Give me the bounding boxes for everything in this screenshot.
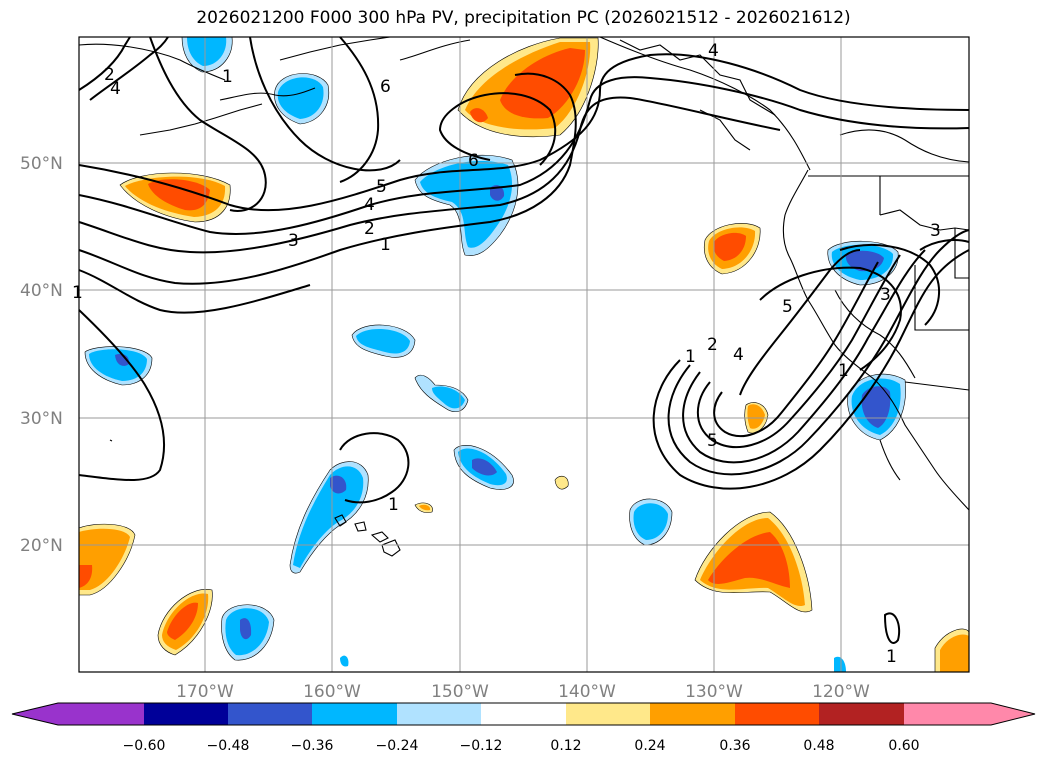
map-background bbox=[79, 37, 969, 672]
colorbar-tick-label: −0.48 bbox=[207, 738, 250, 754]
colorbar-cell bbox=[397, 703, 481, 725]
lon-label: 170°W bbox=[176, 682, 234, 702]
contour-label: 2 bbox=[707, 335, 718, 355]
map-frame bbox=[78, 36, 970, 673]
contour-label: 1 bbox=[388, 495, 399, 515]
lat-label: 40°N bbox=[20, 281, 63, 301]
contour-label: 2 bbox=[364, 219, 375, 239]
colorbar-cell bbox=[144, 703, 228, 725]
contour-label: 5 bbox=[707, 431, 718, 451]
contour-label: 4 bbox=[708, 41, 719, 61]
contour-label: 1 bbox=[685, 347, 696, 367]
lon-label: 160°W bbox=[303, 682, 361, 702]
contour-label: 6 bbox=[468, 151, 479, 171]
contour-label: 5 bbox=[376, 177, 387, 197]
coastlines bbox=[78, 36, 970, 644]
contour-label: 6 bbox=[380, 77, 391, 97]
colorbar-cell bbox=[228, 703, 312, 725]
lat-label: 30°N bbox=[20, 409, 63, 429]
pos-anomaly-aleutian bbox=[457, 37, 599, 137]
contour-label: 3 bbox=[880, 285, 891, 305]
colorbar-cell bbox=[904, 703, 1035, 725]
colorbar-cell bbox=[12, 703, 144, 725]
colorbar-cell bbox=[481, 703, 566, 725]
lat-label: 50°N bbox=[20, 154, 63, 174]
neg-anomaly-west-sub bbox=[84, 346, 153, 386]
pos-anomaly-small-1 bbox=[744, 402, 769, 434]
colorbar-tick-label: −0.36 bbox=[291, 738, 334, 754]
colorbar-tick-label: 0.12 bbox=[550, 738, 581, 754]
colorbar-tick-label: −0.60 bbox=[123, 738, 166, 754]
lon-label: 140°W bbox=[558, 682, 616, 702]
contour-label: 4 bbox=[364, 195, 375, 215]
colorbar-outline bbox=[11, 702, 1036, 726]
contour-label: 4 bbox=[110, 79, 121, 99]
pos-anomaly-south-2 bbox=[157, 589, 213, 656]
pos-anomaly-subtropical-east bbox=[694, 511, 813, 613]
contour-labels: 1 2 3 4 5 6 1 2 3 4 5 6 1 2 3 4 5 1 4 1 … bbox=[72, 41, 941, 667]
graticule bbox=[79, 37, 969, 672]
colorbar-cell bbox=[819, 703, 904, 725]
pos-anomaly-tiny bbox=[414, 475, 569, 513]
precip-shading bbox=[78, 36, 970, 673]
contour-label: 4 bbox=[733, 345, 744, 365]
lon-label: 150°W bbox=[431, 682, 489, 702]
lat-label: 20°N bbox=[20, 536, 63, 556]
neg-anomaly-south-1 bbox=[221, 604, 275, 661]
neg-anomaly-aleutian-w bbox=[274, 73, 330, 125]
colorbar-cell bbox=[650, 703, 735, 725]
colorbar-cells bbox=[12, 703, 1035, 725]
neg-anomaly-mid-2 bbox=[414, 374, 469, 413]
contour-label: 1 bbox=[380, 235, 391, 255]
pos-anomaly-midpac-west bbox=[119, 172, 231, 223]
colorbar: −0.60 −0.48 −0.36 −0.24 −0.12 0.12 0.24 … bbox=[11, 702, 1036, 754]
contour-label: 1 bbox=[72, 283, 83, 303]
colorbar-tick-label: −0.24 bbox=[376, 738, 419, 754]
contour-label: 1 bbox=[838, 361, 849, 381]
lon-label: 130°W bbox=[685, 682, 743, 702]
colorbar-tick-label: 0.36 bbox=[719, 738, 750, 754]
neg-anomaly-tiny bbox=[340, 655, 846, 672]
pos-anomaly-southwest bbox=[78, 523, 136, 596]
contour-label: 2 bbox=[104, 65, 115, 85]
neg-anomaly-mid-4 bbox=[629, 498, 673, 546]
contour-label: 3 bbox=[930, 221, 941, 241]
colorbar-cell bbox=[735, 703, 819, 725]
contour-label: 5 bbox=[782, 297, 793, 317]
contour-label: 3 bbox=[288, 231, 299, 251]
colorbar-tick-label: 0.48 bbox=[803, 738, 834, 754]
pv-contours bbox=[78, 36, 970, 504]
contour-label: 1 bbox=[886, 647, 897, 667]
colorbar-ticks: −0.60 −0.48 −0.36 −0.24 −0.12 0.12 0.24 … bbox=[123, 738, 920, 754]
lon-labels: 170°W 160°W 150°W 140°W 130°W 120°W bbox=[176, 682, 870, 702]
neg-anomaly-top-w bbox=[181, 36, 233, 73]
neg-anomaly-gulf bbox=[414, 154, 519, 256]
map-title: 2026021200 F000 300 hPa PV, precipitatio… bbox=[196, 8, 851, 28]
lat-labels: 50°N 40°N 30°N 20°N bbox=[20, 154, 63, 556]
colorbar-tick-label: 0.24 bbox=[634, 738, 665, 754]
colorbar-cell bbox=[566, 703, 650, 725]
contour-label: 1 bbox=[222, 67, 233, 87]
lon-label: 120°W bbox=[812, 682, 870, 702]
pos-anomaly-se-corner bbox=[934, 628, 970, 673]
colorbar-tick-label: −0.12 bbox=[460, 738, 503, 754]
colorbar-tick-label: 0.60 bbox=[888, 738, 919, 754]
pos-anomaly-offshore-or bbox=[703, 223, 761, 275]
neg-anomaly-mid-1 bbox=[351, 324, 416, 358]
neg-anomaly-mid-3 bbox=[453, 445, 514, 490]
colorbar-cell bbox=[312, 703, 397, 725]
